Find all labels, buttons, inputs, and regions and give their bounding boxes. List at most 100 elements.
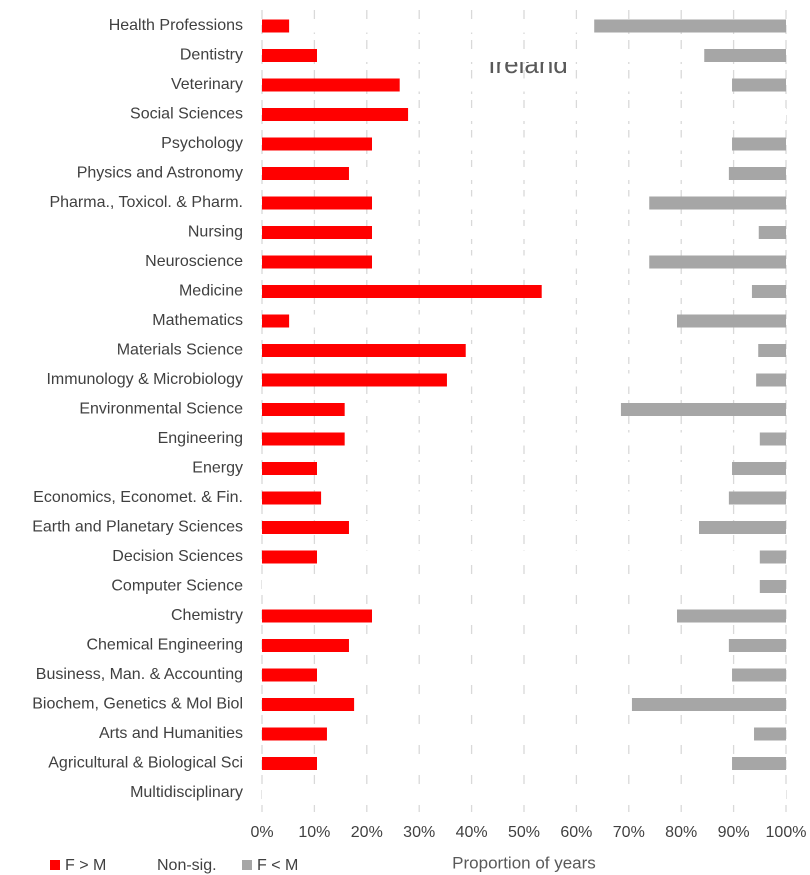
y-tick-label: Medicine xyxy=(179,283,243,300)
y-tick-label: Mathematics xyxy=(152,312,243,329)
x-tick-label: 40% xyxy=(456,824,488,841)
bar-segment xyxy=(372,255,650,269)
bar-segment xyxy=(408,108,786,121)
bar-segment xyxy=(262,78,400,92)
bar-segment xyxy=(732,78,786,92)
bar-segment xyxy=(317,550,760,564)
y-tick-label: Biochem, Genetics & Mol Biol xyxy=(32,696,243,713)
bar-segment xyxy=(262,609,373,623)
bar-segment xyxy=(399,78,733,92)
bar-segment xyxy=(289,314,678,328)
bar-segment xyxy=(262,226,373,239)
x-tick-label: 80% xyxy=(665,824,697,841)
bar-segment xyxy=(348,167,729,180)
bar-segment xyxy=(262,196,373,210)
bar-segment xyxy=(758,344,786,357)
legend-label: Non-sig. xyxy=(157,857,217,874)
y-tick-label: Earth and Planetary Sciences xyxy=(32,519,243,536)
y-tick-label: Energy xyxy=(192,460,243,477)
x-tick-label: 20% xyxy=(351,824,383,841)
bar-segment xyxy=(262,639,349,652)
y-tick-label: Health Professions xyxy=(109,17,243,34)
bar-segment xyxy=(262,580,760,593)
bar-segment xyxy=(348,639,729,652)
bar-segment xyxy=(446,373,757,387)
x-axis-label: Proportion of years xyxy=(452,853,596,872)
y-tick-label: Arts and Humanities xyxy=(99,725,243,742)
x-tick-label: 0% xyxy=(250,824,273,841)
bar-segment xyxy=(262,314,290,328)
bar-segment xyxy=(372,226,759,239)
bar-segment xyxy=(732,757,786,770)
bar-segment xyxy=(754,727,786,741)
bar-segment xyxy=(326,727,755,741)
bar-segment xyxy=(758,226,786,239)
y-tick-label: Veterinary xyxy=(171,76,243,93)
y-tick-label: Psychology xyxy=(161,135,243,152)
x-tick-label: 70% xyxy=(613,824,645,841)
bar-segment xyxy=(728,167,786,180)
bar-segment xyxy=(262,344,466,357)
bar-segment xyxy=(317,757,733,770)
x-tick-label: 10% xyxy=(298,824,330,841)
y-tick-label: Immunology & Microbiology xyxy=(46,371,243,388)
bar-segment xyxy=(759,432,786,446)
y-tick-label: Environmental Science xyxy=(79,401,243,418)
bar-segment xyxy=(756,373,786,387)
y-tick-label: Neuroscience xyxy=(145,253,243,270)
bar-segment xyxy=(262,19,290,33)
bar-segment xyxy=(699,521,786,534)
bar-segment xyxy=(262,521,349,534)
bar-segment xyxy=(649,255,786,269)
y-tick-label: Engineering xyxy=(158,430,243,447)
bar-segment xyxy=(751,285,786,298)
bar-segment xyxy=(704,49,786,62)
bar-segment xyxy=(759,580,786,593)
y-tick-label: Chemical Engineering xyxy=(86,637,243,654)
y-tick-label: Economics, Economet. & Fin. xyxy=(33,489,243,506)
y-tick-label: Nursing xyxy=(188,224,243,241)
y-tick-label: Chemistry xyxy=(171,607,243,624)
bar-segment xyxy=(262,757,318,770)
bar-segment xyxy=(372,196,650,210)
y-tick-label: Computer Science xyxy=(111,578,243,595)
bar-segment xyxy=(262,462,318,475)
bar-segment xyxy=(262,668,318,682)
legend-swatch xyxy=(50,860,60,870)
y-tick-label: Physics and Astronomy xyxy=(77,165,243,182)
bar-segment xyxy=(317,668,733,682)
bar-segment xyxy=(728,491,786,505)
bar-segment xyxy=(541,285,752,298)
legend-label: F > M xyxy=(65,857,106,874)
bar-segment xyxy=(732,462,786,475)
bar-segment xyxy=(262,137,373,151)
bar-segment xyxy=(262,432,345,446)
bar-segment xyxy=(649,196,786,210)
legend-label: F < M xyxy=(257,857,298,874)
bar-segment xyxy=(262,491,322,505)
bar-segment xyxy=(372,137,733,151)
legend-swatch xyxy=(142,860,152,870)
bar-segment xyxy=(348,521,700,534)
y-tick-label: Social Sciences xyxy=(130,106,243,123)
bar-segment xyxy=(262,255,373,269)
bar-segment xyxy=(620,403,786,416)
bar-segment xyxy=(262,786,786,800)
y-tick-label: Agricultural & Biological Sci xyxy=(48,755,243,772)
x-tick-label: 30% xyxy=(403,824,435,841)
y-tick-label: Decision Sciences xyxy=(112,548,243,565)
bar-segment xyxy=(631,698,786,711)
bar-segment xyxy=(677,314,786,328)
bar-segment xyxy=(344,432,760,446)
y-tick-label: Pharma., Toxicol. & Pharm. xyxy=(49,194,243,211)
bar-segment xyxy=(262,550,318,564)
bar-segment xyxy=(262,403,345,416)
bar-segment xyxy=(465,344,759,357)
x-tick-label: 60% xyxy=(560,824,592,841)
bar-segment xyxy=(262,167,349,180)
legend-swatch xyxy=(242,860,252,870)
bar-segment xyxy=(289,19,595,33)
x-tick-label: 90% xyxy=(718,824,750,841)
bar-segment xyxy=(677,609,786,623)
bar-segment xyxy=(732,668,786,682)
